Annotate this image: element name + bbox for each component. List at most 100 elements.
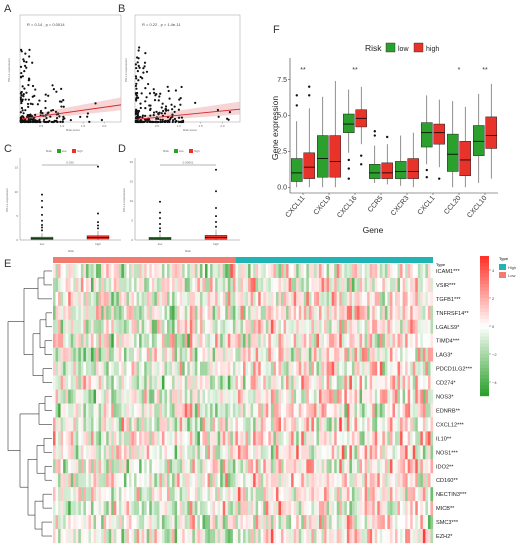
heatmap-cell bbox=[306, 501, 310, 516]
heatmap-cell bbox=[311, 333, 315, 348]
heatmap-cell bbox=[70, 389, 74, 404]
heatmap-cell bbox=[83, 375, 87, 390]
heatmap-cell bbox=[293, 487, 297, 502]
heatmap-cell bbox=[70, 277, 74, 293]
heatmap-cell bbox=[121, 473, 125, 488]
heatmap-cell bbox=[101, 291, 104, 306]
heatmap-cell bbox=[172, 431, 175, 446]
heatmap-cell bbox=[136, 431, 140, 446]
heatmap-cell bbox=[126, 375, 130, 390]
heatmap-cell bbox=[331, 403, 335, 418]
heatmap-cell bbox=[392, 403, 396, 418]
heatmap-cell bbox=[296, 333, 299, 348]
heatmap-cell bbox=[372, 389, 375, 404]
heatmap-cell bbox=[273, 487, 277, 502]
heatmap-cell bbox=[189, 501, 193, 516]
heatmap-cell bbox=[268, 487, 272, 502]
heatmap-cell bbox=[139, 375, 142, 390]
heatmap-cell bbox=[164, 389, 168, 404]
heatmap-cell bbox=[113, 501, 117, 516]
heatmap-cell bbox=[141, 333, 145, 348]
heatmap-cell bbox=[275, 319, 279, 334]
heatmap-cell bbox=[146, 459, 150, 474]
heatmap-cell bbox=[351, 375, 355, 390]
heatmap-cell bbox=[245, 319, 249, 334]
panel-b-plot-area bbox=[134, 14, 241, 123]
heatmap-cell bbox=[194, 277, 198, 293]
heatmap-cell bbox=[283, 264, 287, 279]
heatmap-cell bbox=[197, 264, 201, 279]
heatmap-cell bbox=[108, 403, 112, 418]
heatmap-cell bbox=[70, 319, 74, 334]
heatmap-cell bbox=[339, 403, 342, 418]
heatmap-cell bbox=[88, 264, 92, 279]
heatmap-cell bbox=[154, 361, 158, 376]
heatmap-cell bbox=[400, 445, 403, 460]
heatmap-cell bbox=[331, 347, 335, 362]
heatmap-cell bbox=[362, 417, 365, 432]
heatmap-cell bbox=[427, 529, 431, 544]
heatmap-cell bbox=[357, 291, 360, 306]
heatmap-cell bbox=[167, 501, 170, 516]
heatmap-cell bbox=[139, 529, 142, 544]
heatmap-cell bbox=[83, 264, 87, 279]
heatmap-cell bbox=[357, 431, 360, 446]
heatmap-cell bbox=[83, 319, 87, 334]
heatmap-cell bbox=[230, 375, 234, 390]
heatmap-cell bbox=[207, 403, 211, 418]
heatmap-cell bbox=[422, 501, 426, 516]
heatmap-cell bbox=[106, 473, 109, 488]
heatmap-cell bbox=[336, 389, 340, 404]
heatmap-cell bbox=[260, 529, 264, 544]
heatmap-cell bbox=[106, 319, 109, 334]
heatmap-cell bbox=[260, 445, 264, 460]
heatmap-cell bbox=[230, 264, 234, 279]
heatmap-cell bbox=[111, 277, 114, 293]
heatmap-cell bbox=[78, 375, 82, 390]
heatmap-cell bbox=[374, 501, 378, 516]
heatmap-cell bbox=[321, 347, 325, 362]
heatmap-cell bbox=[139, 319, 142, 334]
heatmap-cell bbox=[293, 459, 297, 474]
box bbox=[485, 116, 497, 149]
heatmap-cell bbox=[169, 305, 173, 320]
heatmap-cell bbox=[410, 305, 413, 320]
data-point bbox=[135, 66, 138, 70]
heatmap-cell bbox=[65, 264, 69, 279]
heatmap-cell bbox=[273, 473, 277, 488]
heatmap-cell bbox=[222, 459, 226, 474]
heatmap-cell bbox=[169, 529, 173, 544]
heatmap-cell bbox=[93, 291, 97, 306]
data-point bbox=[44, 99, 47, 103]
heatmap-cell bbox=[111, 389, 114, 404]
heatmap-cell bbox=[189, 264, 193, 279]
heatmap-cell bbox=[73, 501, 76, 516]
heatmap-cell bbox=[63, 375, 66, 390]
heatmap-cell bbox=[339, 501, 342, 516]
heatmap-cell bbox=[334, 417, 337, 432]
heatmap-cell bbox=[108, 305, 112, 320]
scale-step bbox=[480, 280, 489, 285]
heatmap-cell bbox=[73, 333, 76, 348]
heatmap-cell bbox=[331, 291, 335, 306]
scale-step bbox=[480, 270, 489, 274]
scale-step bbox=[480, 336, 489, 341]
heatmap-cell bbox=[334, 375, 337, 390]
heatmap-cell bbox=[263, 264, 266, 279]
heatmap-cell bbox=[210, 445, 213, 460]
heatmap-cell bbox=[400, 417, 403, 432]
heatmap-cell bbox=[55, 417, 59, 432]
box bbox=[329, 135, 341, 178]
heatmap-cell bbox=[156, 515, 160, 530]
heatmap-cell bbox=[319, 431, 322, 446]
heatmap-cell bbox=[334, 305, 337, 320]
heatmap-cell bbox=[197, 291, 201, 306]
heatmap-cell bbox=[410, 529, 413, 544]
heatmap-cell bbox=[182, 375, 185, 390]
heatmap-cell bbox=[192, 501, 196, 516]
heatmap-cell bbox=[243, 389, 246, 404]
heatmap-cell bbox=[205, 529, 208, 544]
